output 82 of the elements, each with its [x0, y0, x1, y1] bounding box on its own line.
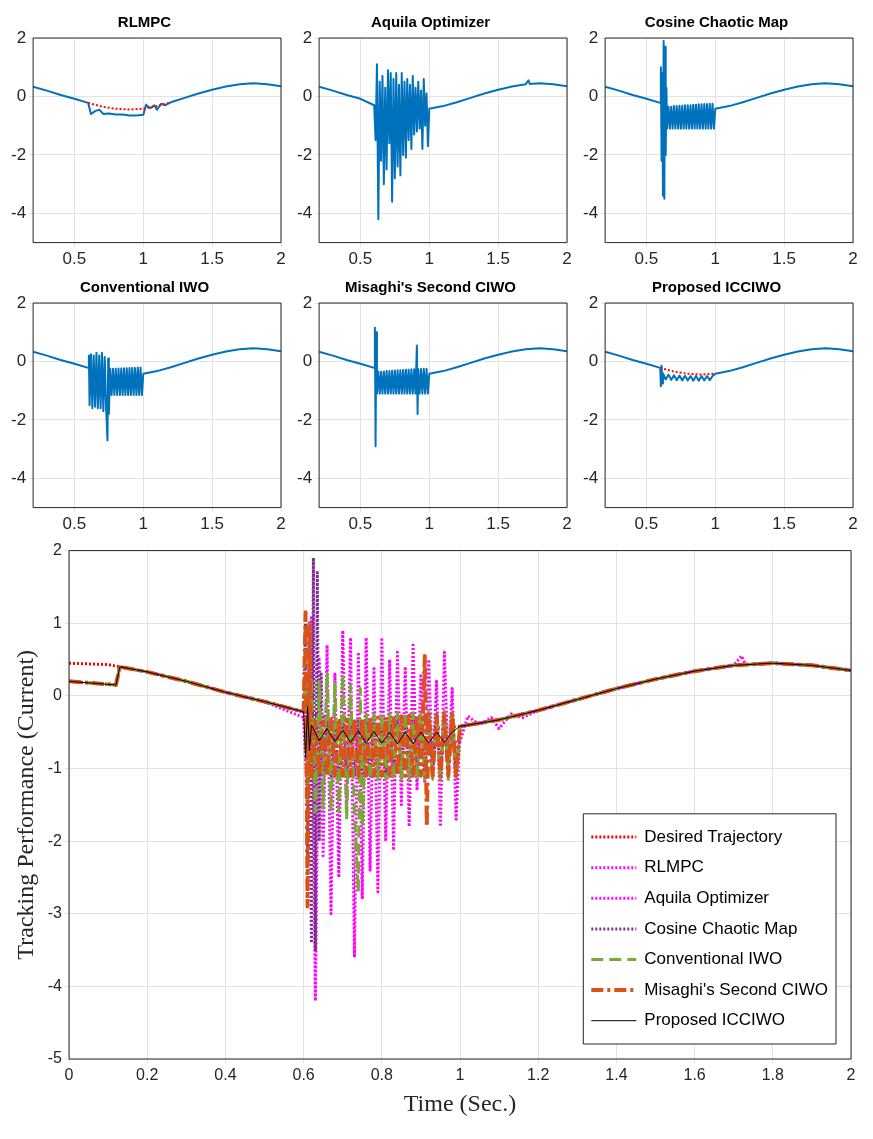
x-axis-title: Time (Sec.) [403, 1089, 517, 1116]
y-tick-label: 2 [16, 27, 27, 47]
legend-label: Conventional IWO [644, 949, 783, 969]
y-tick-label: -4 [582, 468, 599, 488]
chart-title: Conventional IWO [79, 278, 210, 296]
x-tick-label: 0.5 [634, 514, 659, 534]
y-tick-label: -2 [582, 409, 599, 429]
x-tick-label: 0.8 [370, 1066, 394, 1084]
x-tick-label: 1 [138, 249, 149, 269]
y-tick-label: 1 [53, 613, 63, 631]
y-tick-label: 0 [302, 351, 313, 371]
x-tick-label: 1.6 [683, 1066, 706, 1084]
legend-label: Misaghi's Second CIWO [644, 979, 829, 999]
x-tick-label: 0.6 [292, 1066, 315, 1084]
chart-title: RLMPC [117, 13, 172, 31]
y-axis-title: Tracking Performance (Current) [11, 649, 38, 960]
x-tick-label: 0.5 [348, 514, 373, 534]
chart-title: Cosine Chaotic Map [644, 13, 789, 31]
y-tick-label: -4 [296, 468, 313, 488]
y-tick-label: -5 [47, 1049, 63, 1067]
x-tick-label: 1.4 [605, 1066, 628, 1084]
x-tick-label: 2 [276, 514, 286, 534]
y-tick-label: -4 [296, 203, 313, 223]
x-tick-label: 2 [276, 249, 286, 269]
y-tick-label: -4 [582, 203, 599, 223]
y-tick-label: 2 [53, 541, 63, 559]
y-tick-label: -1 [47, 758, 63, 776]
x-tick-label: 1.5 [486, 514, 510, 534]
y-tick-label: 0 [302, 86, 313, 106]
y-tick-label: 2 [16, 292, 27, 312]
y-tick-label: 2 [302, 27, 313, 47]
x-tick-label: 2 [846, 1066, 856, 1084]
legend-label: RLMPC [644, 857, 704, 877]
x-tick-label: 0 [64, 1066, 74, 1084]
legend-label: Cosine Chaotic Map [644, 918, 798, 938]
x-tick-label: 1 [710, 249, 721, 269]
x-tick-label: 2 [848, 249, 858, 269]
x-tick-label: 1 [455, 1066, 465, 1084]
chart-title: Aquila Optimizer [370, 13, 491, 31]
x-tick-label: 0.5 [634, 249, 659, 269]
x-tick-label: 1 [138, 514, 149, 534]
x-tick-label: 1 [710, 514, 721, 534]
y-tick-label: -4 [10, 468, 27, 488]
x-tick-label: 0.2 [136, 1066, 159, 1084]
x-tick-label: 1.8 [761, 1066, 785, 1084]
chart-title: Proposed ICCIWO [651, 278, 782, 296]
y-tick-label: -2 [10, 144, 27, 164]
x-tick-label: 0.5 [62, 514, 87, 534]
y-tick-label: -2 [296, 144, 313, 164]
y-tick-label: 0 [16, 86, 27, 106]
y-tick-label: -4 [47, 976, 63, 994]
y-tick-label: 0 [588, 86, 599, 106]
y-tick-label: -2 [296, 409, 313, 429]
chart-title: Misaghi's Second CIWO [344, 278, 517, 296]
x-tick-label: 0.5 [348, 249, 373, 269]
x-tick-label: 1.5 [772, 249, 796, 269]
x-tick-label: 1.5 [772, 514, 796, 534]
y-tick-label: -2 [10, 409, 27, 429]
legend-label: Proposed ICCIWO [644, 1010, 786, 1030]
x-tick-label: 2 [848, 514, 858, 534]
y-tick-label: 0 [53, 686, 63, 704]
x-tick-label: 1.5 [486, 249, 510, 269]
x-tick-label: 1.5 [200, 249, 224, 269]
x-tick-label: 1 [424, 249, 435, 269]
x-tick-label: 1.2 [527, 1066, 550, 1084]
y-tick-label: -2 [47, 831, 63, 849]
y-tick-label: -3 [47, 904, 63, 922]
x-tick-label: 2 [562, 514, 572, 534]
x-tick-label: 0.5 [62, 249, 87, 269]
legend-label: Desired Trajectory [644, 826, 783, 846]
y-tick-label: 2 [588, 292, 599, 312]
y-tick-label: 0 [16, 351, 27, 371]
x-tick-label: 1.5 [200, 514, 224, 534]
x-tick-label: 2 [562, 249, 572, 269]
y-tick-label: 0 [588, 351, 599, 371]
legend-label: Aquila Optimizer [644, 887, 770, 907]
y-tick-label: -4 [10, 203, 27, 223]
x-tick-label: 1 [424, 514, 435, 534]
y-tick-label: 2 [588, 27, 599, 47]
x-tick-label: 0.4 [214, 1066, 237, 1084]
y-tick-label: -2 [582, 144, 599, 164]
y-tick-label: 2 [302, 292, 313, 312]
